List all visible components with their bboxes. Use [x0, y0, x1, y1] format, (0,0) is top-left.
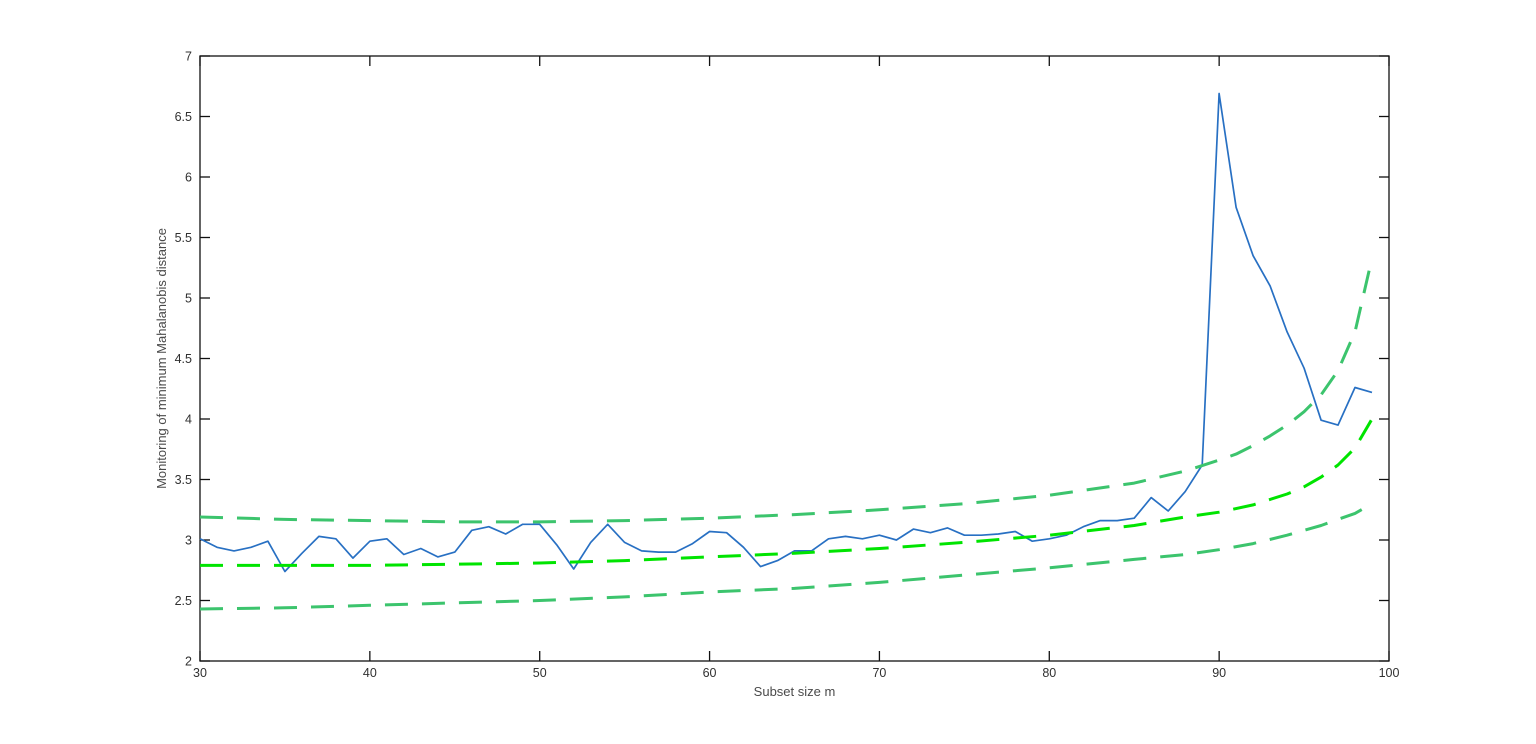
- y-tick-label-4.5: 4.5: [175, 352, 192, 366]
- y-tick-label-6: 6: [185, 170, 192, 184]
- series-min-mahalanobis-distance: [199, 92, 1373, 573]
- x-tick-label-50: 50: [533, 666, 547, 680]
- y-axis-label: Monitoring of minimum Mahalanobis distan…: [154, 228, 169, 489]
- series-envelope-median: [200, 418, 1374, 567]
- y-tick-label-2: 2: [185, 654, 192, 668]
- x-tick-label-40: 40: [363, 666, 377, 680]
- y-tick-label-3: 3: [185, 533, 192, 547]
- labels-layer: Subset size m Monitoring of minimum Maha…: [154, 228, 835, 699]
- x-tick-label-70: 70: [872, 666, 886, 680]
- axes-layer: 30 40 50 60 70 80 90 100 2 2.5 3 3.5 4 4.5 5 5.5 6 6.5 7: [175, 49, 1400, 679]
- y-tick-label-3.5: 3.5: [175, 473, 192, 487]
- x-tick-label-60: 60: [703, 666, 717, 680]
- y-tick-label-4: 4: [185, 412, 192, 426]
- y-tick-label-6.5: 6.5: [175, 110, 192, 124]
- x-tick-label-100: 100: [1379, 666, 1400, 680]
- series-envelope-upper: [199, 257, 1374, 524]
- x-axis-label: Subset size m: [754, 684, 836, 699]
- y-tick-label-2.5: 2.5: [175, 594, 192, 608]
- y-tick-label-5: 5: [185, 291, 192, 305]
- y-tick-label-7: 7: [185, 49, 192, 63]
- x-tick-label-30: 30: [193, 666, 207, 680]
- series-envelope-lower: [199, 502, 1373, 611]
- series-layer: [199, 92, 1374, 611]
- y-tick-label-5.5: 5.5: [175, 231, 192, 245]
- x-tick-label-90: 90: [1212, 666, 1226, 680]
- x-tick-label-80: 80: [1042, 666, 1056, 680]
- plot-box: [199, 55, 1390, 662]
